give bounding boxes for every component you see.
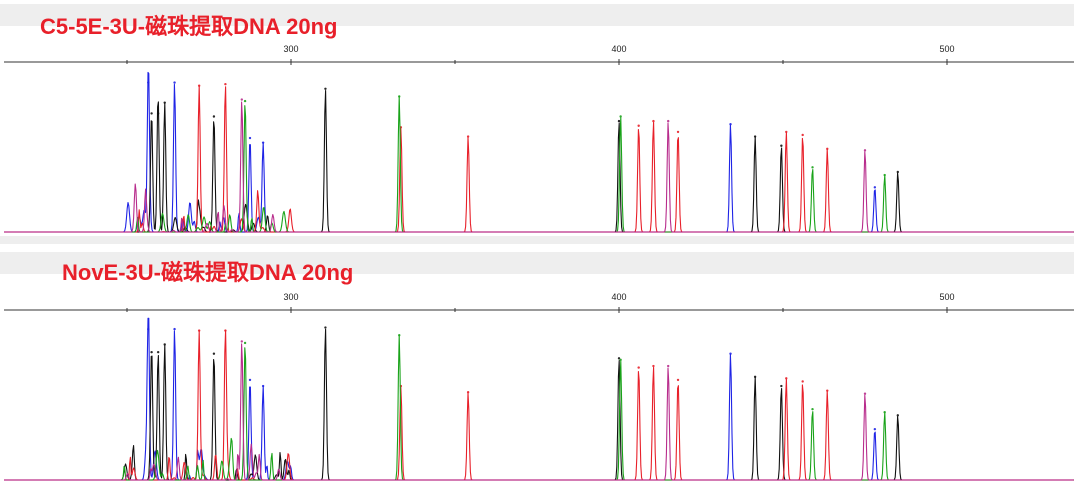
peak-point-2-7 — [785, 130, 788, 134]
peak-point-3-0 — [243, 341, 247, 345]
peak-point-1-3 — [212, 352, 216, 355]
peak-point-1-1 — [156, 350, 160, 354]
peak-point-2-1 — [224, 82, 227, 86]
title-band — [0, 4, 1074, 26]
peak-point-0-0 — [147, 327, 150, 331]
peak-point-4-2 — [863, 392, 867, 395]
peak-point-2-6 — [676, 378, 680, 382]
peak-point-0-2 — [248, 378, 252, 382]
peak-point-4-0 — [240, 98, 243, 101]
trace-1 — [4, 328, 1074, 481]
peak-point-3-3 — [811, 166, 814, 169]
trace-0 — [4, 317, 1074, 481]
peak-point-2-8 — [801, 133, 804, 137]
peak-point-1-0 — [150, 112, 153, 115]
peak-point-0-3 — [261, 384, 265, 388]
peak-point-0-5 — [873, 186, 877, 189]
plot-area — [4, 307, 1074, 481]
chart-title: NovE-3U-磁珠提取DNA 20ng — [62, 260, 354, 285]
peak-point-1-7 — [780, 384, 783, 388]
peak-point-0-2 — [248, 136, 252, 140]
peak-point-1-4 — [324, 87, 327, 90]
peak-point-3-4 — [883, 173, 886, 177]
peak-point-2-8 — [801, 380, 804, 383]
peak-point-3-2 — [619, 358, 622, 362]
title-band — [0, 252, 1074, 274]
peak-point-1-7 — [780, 144, 783, 147]
x-tick-label-300: 300 — [283, 292, 299, 302]
peak-point-1-4 — [324, 326, 327, 329]
x-tick-label-400: 400 — [611, 292, 627, 302]
x-tick-label-400: 400 — [611, 44, 627, 54]
peak-point-3-3 — [811, 407, 814, 411]
peak-point-1-6 — [753, 135, 757, 138]
peak-point-1-5 — [617, 357, 621, 360]
peak-point-2-9 — [826, 147, 829, 151]
peak-point-2-0 — [197, 84, 201, 87]
electropherogram-panel-2: NovE-3U-磁珠提取DNA 20ng 300 400 500 — [0, 248, 1080, 492]
peak-point-2-5 — [652, 119, 655, 123]
peak-point-1-8 — [896, 170, 899, 174]
x-tick-label-500: 500 — [939, 292, 955, 302]
peak-point-3-4 — [883, 411, 886, 414]
peak-point-3-2 — [619, 115, 622, 118]
x-tick-label-300: 300 — [283, 44, 299, 54]
x-tick-label-500: 500 — [939, 44, 955, 54]
peak-point-0-1 — [173, 327, 176, 331]
peak-point-1-2 — [163, 343, 166, 346]
peak-point-2-6 — [676, 130, 680, 134]
peak-point-3-1 — [398, 95, 401, 98]
peak-point-1-3 — [212, 115, 216, 118]
peak-point-0-1 — [173, 81, 176, 84]
peak-point-0-5 — [873, 427, 877, 431]
peak-point-0-3 — [261, 141, 265, 144]
peak-point-1-2 — [163, 101, 166, 104]
peak-point-2-1 — [224, 329, 227, 332]
peak-point-4-1 — [667, 364, 670, 368]
peak-point-1-0 — [150, 350, 153, 354]
peak-point-2-0 — [197, 329, 201, 332]
peak-point-4-1 — [667, 119, 670, 123]
trace-0 — [4, 71, 1074, 233]
peak-point-2-9 — [826, 389, 829, 392]
peak-point-4-0 — [240, 340, 243, 343]
chart-title: C5-5E-3U-磁珠提取DNA 20ng — [40, 14, 338, 39]
peak-point-1-8 — [896, 414, 899, 417]
trace-4 — [4, 101, 1074, 233]
peak-point-0-4 — [729, 352, 732, 355]
peak-point-2-4 — [637, 124, 640, 127]
peak-point-1-5 — [617, 119, 621, 123]
panel-separator — [0, 236, 1074, 244]
peak-point-2-7 — [785, 377, 788, 380]
peak-point-3-0 — [243, 99, 247, 103]
peak-point-0-0 — [147, 81, 150, 84]
plot-area — [4, 59, 1074, 233]
peak-point-2-5 — [652, 364, 655, 368]
peak-point-2-3 — [466, 135, 470, 138]
electropherogram-panel-1: C5-5E-3U-磁珠提取DNA 20ng 300 400 500 — [0, 0, 1080, 244]
peak-point-2-3 — [466, 391, 470, 394]
peak-point-2-4 — [637, 366, 640, 369]
peak-point-1-1 — [156, 112, 160, 115]
trace-1 — [4, 89, 1074, 233]
peak-point-0-4 — [729, 123, 732, 126]
peak-point-3-1 — [398, 334, 401, 337]
peak-point-4-2 — [863, 149, 867, 152]
trace-4 — [4, 343, 1074, 481]
peak-point-1-6 — [753, 375, 757, 379]
